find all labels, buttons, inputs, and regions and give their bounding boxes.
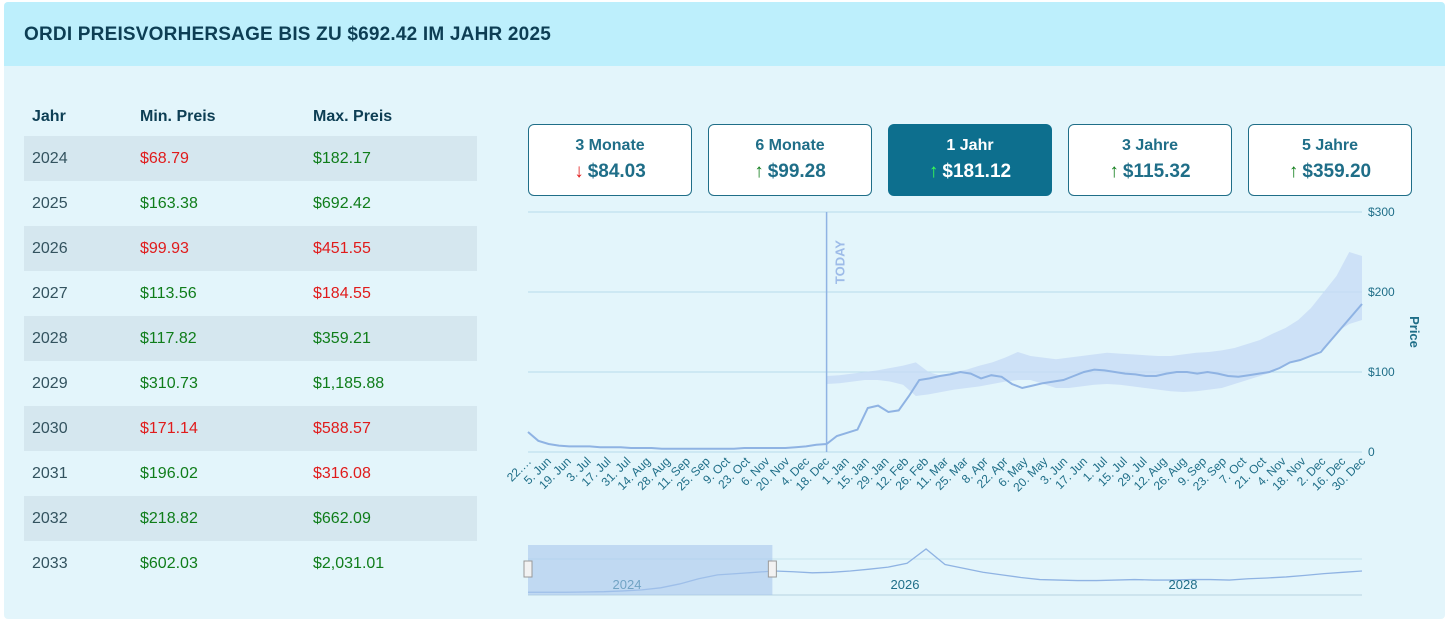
min-price-cell: $218.82 [140,496,313,541]
navigator-selection [528,545,773,595]
navigator-right-handle[interactable] [767,560,777,578]
max-price-cell: $692.42 [313,194,371,212]
table-row: 2028 $117.82 $359.21 [24,316,477,361]
arrow-up-icon: ↑ [1109,161,1119,182]
max-price-cell: $316.08 [313,464,371,482]
y-tick-label: 0 [1368,445,1375,459]
price-table: Jahr Min. Preis Max. Preis 2024 $68.79 $18… [24,98,477,586]
navigator-left-handle[interactable] [523,560,533,578]
arrow-up-icon: ↑ [754,161,764,182]
table-header-row: Jahr Min. Preis Max. Preis [24,98,477,136]
page-title: ORDI PREISVORHERSAGE BIS ZU $692.42 IM J… [24,24,551,45]
table-row: 2026 $99.93 $451.55 [24,226,477,271]
min-price-cell: $602.03 [140,554,198,572]
min-price-cell: $196.02 [140,464,198,482]
tab-value: $115.32 [1122,161,1191,182]
tab-label: 1 Jahr [946,137,994,154]
table-row: 2033 $602.03 $2,031.01 [24,541,477,586]
y-tick-label: $300 [1368,205,1395,219]
tab-label: 3 Jahre [1121,137,1179,154]
tab-value-row: ↑ $181.12 [889,161,1051,183]
max-price-cell: $359.21 [313,316,477,361]
prediction-band [826,252,1362,396]
tab-value-row: ↑ $359.20 [1249,161,1411,183]
arrow-up-icon: ↑ [928,161,939,182]
max-price-cell: $662.09 [313,496,477,541]
arrow-up-icon: ↑ [1288,161,1299,182]
year-cell: 2028 [24,316,140,361]
header: ORDI PREISVORHERSAGE BIS ZU $692.42 IM J… [4,2,1445,66]
header-year: Jahr [32,108,66,125]
tab-5-jahre[interactable]: 5 Jahre ↑ $359.20 [1248,124,1412,196]
year-cell: 2033 [32,554,68,572]
series-line [527,303,1363,450]
tab-6-monate[interactable]: 6 Monate ↑ $99.28 [708,124,872,196]
arrow-down-icon: ↓ [574,161,584,182]
max-price-cell: $2,031.01 [313,554,385,572]
year-cell: 2024 [24,136,140,181]
tab-value: $181.12 [942,161,1012,182]
price-prediction-card: ORDI PREISVORHERSAGE BIS ZU $692.42 IM J… [4,2,1445,619]
tab-value: $99.28 [767,161,826,182]
min-price-cell: $117.82 [140,316,313,361]
min-price-cell: $171.14 [140,406,313,451]
year-cell: 2027 [32,284,68,302]
table-body: 2024 $68.79 $182.17 2025 $163.38 $692.42 2026 $… [24,136,477,586]
table-row: 2032 $218.82 $662.09 [24,496,477,541]
tab-value: $359.20 [1302,161,1372,182]
y-axis-label: Price [1407,316,1422,348]
year-cell: 2026 [24,226,140,271]
navigator-label: 2028 [1169,577,1198,592]
tab-label: 6 Monate [755,137,825,154]
max-price-cell: $182.17 [313,136,477,181]
tab-value: $84.03 [587,161,646,182]
navigator-label: 2026 [891,577,920,592]
y-tick-label: $100 [1368,365,1395,379]
max-price-cell: $588.57 [313,406,477,451]
table-row: 2029 $310.73 $1,185.88 [24,361,477,406]
tab-3-jahre[interactable]: 3 Jahre ↑ $115.32 [1068,124,1232,196]
year-cell: 2029 [32,374,68,392]
min-price-cell: $68.79 [140,136,313,181]
table-row: 2024 $68.79 $182.17 [24,136,477,181]
min-price-cell: $163.38 [140,194,198,212]
today-annotation: TODAY [833,240,848,284]
table-row: 2030 $171.14 $588.57 [24,406,477,451]
min-price-cell: $310.73 [140,374,198,392]
max-price-cell: $184.55 [313,284,371,302]
year-cell: 2032 [24,496,140,541]
table-row: 2027 $113.56 $184.55 [24,271,477,316]
tab-1-jahr[interactable]: 1 Jahr ↑ $181.12 [888,124,1052,196]
year-cell: 2030 [24,406,140,451]
min-price-cell: $113.56 [140,284,197,302]
tab-label: 5 Jahre [1301,137,1359,154]
tab-3-monate[interactable]: 3 Monate ↓ $84.03 [528,124,692,196]
tab-label: 3 Monate [575,137,645,154]
max-price-cell: $1,185.88 [313,374,385,392]
year-cell: 2031 [32,464,68,482]
header-min-price: Min. Preis [140,108,216,125]
table-row: 2031 $196.02 $316.08 [24,451,477,496]
table-row: 2025 $163.38 $692.42 [24,181,477,226]
year-cell: 2025 [32,194,68,212]
y-tick-label: $200 [1368,285,1395,299]
tab-value-row: ↓ $84.03 [529,161,691,183]
min-price-cell: $99.93 [140,226,313,271]
max-price-cell: $451.55 [313,226,477,271]
tab-value-row: ↑ $115.32 [1069,161,1231,183]
tab-value-row: ↑ $99.28 [709,161,871,183]
header-max-price: Max. Preis [313,108,393,125]
